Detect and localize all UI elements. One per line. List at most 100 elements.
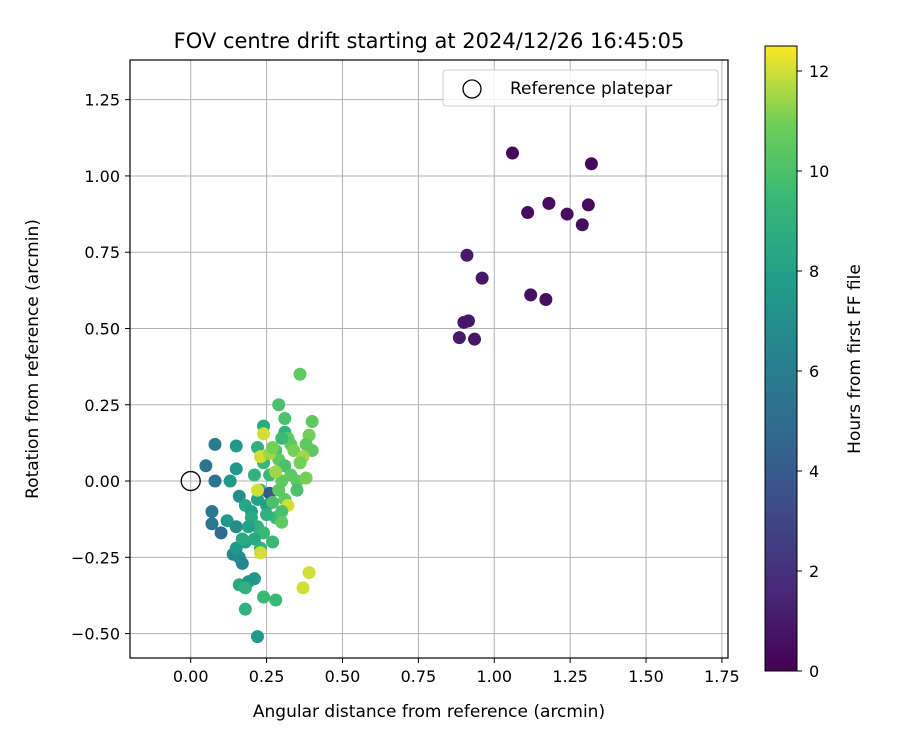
data-point (539, 293, 553, 307)
legend-box (442, 69, 719, 107)
x-axis-label: Angular distance from reference (arcmin) (253, 702, 605, 722)
colorbar-tick-label: 2 (809, 562, 819, 581)
colorbar-tick-label: 6 (809, 362, 819, 381)
chart-title: FOV centre drift starting at 2024/12/26 … (174, 29, 685, 53)
y-tick-label: 0.75 (84, 243, 120, 262)
data-point (250, 483, 264, 497)
data-point (257, 427, 271, 441)
data-point (266, 495, 280, 509)
y-tick-label: 0.00 (84, 472, 120, 491)
colorbar: 0 2 4 6 8 10 12 Hours from first FF file (764, 45, 865, 681)
data-point (302, 566, 316, 580)
x-tick-label: 0.25 (249, 667, 285, 686)
colorbar-tick-label: 0 (809, 662, 819, 681)
y-tick-label: −0.50 (71, 625, 120, 644)
data-point (560, 207, 574, 221)
y-tick-label: 0.50 (84, 319, 120, 338)
data-point (232, 489, 246, 503)
x-tick-label: 1.75 (704, 667, 740, 686)
y-tick-label: 1.25 (84, 91, 120, 110)
colorbar-tick-label: 8 (809, 262, 819, 281)
data-point (305, 444, 319, 458)
x-tick-label: 1.50 (628, 667, 664, 686)
colorbar-ticks: 0 2 4 6 8 10 12 (797, 62, 829, 681)
data-point (581, 198, 595, 212)
data-point (269, 465, 283, 479)
data-point (275, 505, 289, 519)
data-point (524, 288, 538, 302)
data-point (475, 271, 489, 285)
data-point (299, 471, 313, 485)
y-tick-label: −0.25 (71, 548, 120, 567)
data-point (205, 505, 219, 519)
data-point (208, 474, 222, 488)
data-point (275, 431, 289, 445)
data-point (461, 314, 475, 328)
reference-point-marker (180, 470, 201, 492)
data-point (266, 535, 280, 549)
data-point (223, 474, 237, 488)
data-point (199, 459, 213, 473)
data-point (214, 526, 228, 540)
legend-entry-label: Reference platepar (510, 79, 672, 99)
data-point (247, 572, 261, 586)
data-point (205, 517, 219, 531)
grid-lines (130, 60, 728, 658)
reference-marker (180, 470, 201, 492)
data-point (257, 590, 271, 604)
data-point (247, 468, 261, 482)
legend-marker-icon (462, 79, 482, 99)
y-tick-label: 1.00 (84, 167, 120, 186)
data-point (229, 541, 243, 555)
data-point (272, 398, 286, 412)
data-point (266, 440, 280, 454)
colorbar-label: Hours from first FF file (845, 264, 865, 454)
data-point (505, 146, 519, 160)
data-point (278, 411, 292, 425)
x-axis-ticks: 0.00 0.25 0.50 0.75 1.00 1.25 1.50 1.75 (173, 658, 740, 686)
data-point (287, 444, 301, 458)
legend: Reference platepar (442, 69, 719, 107)
x-tick-label: 0.00 (173, 667, 209, 686)
data-point (247, 532, 261, 546)
data-point (235, 532, 249, 546)
y-axis-ticks: −0.50 −0.25 0.00 0.25 0.50 0.75 1.00 1.25 (71, 91, 130, 644)
x-tick-label: 1.00 (476, 667, 512, 686)
data-points (199, 146, 598, 644)
data-point (208, 437, 222, 451)
data-point (257, 526, 271, 540)
data-point (460, 248, 474, 262)
data-point (241, 520, 255, 534)
x-tick-label: 0.75 (401, 667, 437, 686)
data-point (250, 492, 264, 506)
x-tick-label: 1.25 (552, 667, 588, 686)
data-point (584, 157, 598, 171)
data-point (238, 581, 252, 595)
data-point (260, 508, 274, 522)
data-point (275, 474, 289, 488)
data-point (305, 415, 319, 429)
data-point (575, 218, 589, 232)
colorbar-tick-label: 4 (809, 462, 819, 481)
data-point (293, 456, 307, 470)
data-point (278, 459, 292, 473)
data-point (521, 206, 535, 220)
data-point (296, 581, 310, 595)
colorbar-gradient (764, 45, 798, 672)
colorbar-tick-label: 10 (809, 162, 829, 181)
data-point (293, 367, 307, 381)
y-tick-label: 0.25 (84, 396, 120, 415)
data-point (269, 593, 283, 607)
data-point (238, 602, 252, 616)
data-point (235, 556, 249, 570)
data-point (220, 514, 234, 528)
colorbar-tick-label: 12 (809, 62, 829, 81)
y-axis-label: Rotation from reference (arcmin) (23, 219, 43, 499)
data-point (468, 332, 482, 346)
plot-frame (129, 59, 729, 659)
data-point (290, 483, 304, 497)
data-point (275, 515, 289, 529)
data-point (542, 196, 556, 210)
data-point (250, 630, 264, 644)
